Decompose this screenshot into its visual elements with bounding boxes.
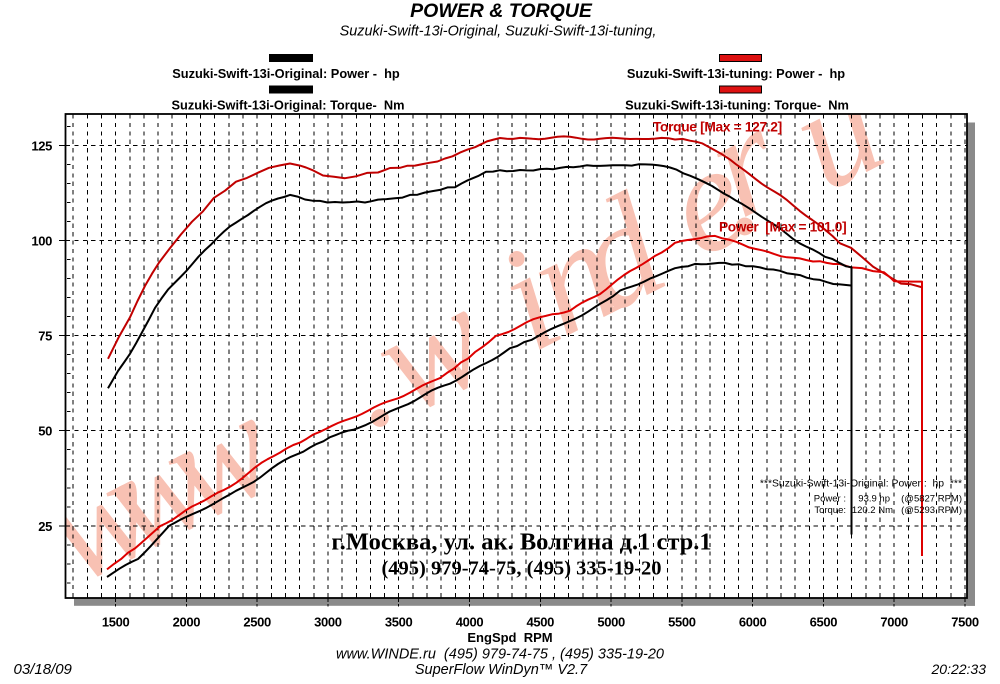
svg-text:75: 75	[38, 329, 52, 344]
svg-text:4000: 4000	[456, 615, 484, 630]
svg-text:7000: 7000	[880, 615, 908, 630]
svg-text:www.WINDE.ru (495) 979-74-75: www.WINDE.ru (495) 979-74-75 , (495) 335…	[336, 647, 664, 663]
svg-text:(@5293 RPM): (@5293 RPM)	[901, 505, 962, 516]
svg-text:***Suzuki-Swift-13i-Original:: ***Suzuki-Swift-13i-Original: Power : hp…	[760, 479, 962, 490]
svg-text:25: 25	[38, 519, 52, 534]
svg-text:6500: 6500	[810, 615, 838, 630]
svg-text:120.2 Nm: 120.2 Nm	[852, 505, 893, 516]
svg-text:20:22:33: 20:22:33	[931, 661, 987, 677]
svg-text:Power :: Power :	[814, 494, 846, 505]
svg-text:Power [Max = 101.0]: Power [Max = 101.0]	[719, 220, 846, 235]
svg-text:5500: 5500	[668, 615, 696, 630]
svg-text:г.Москва, ул. ак. Волгина д.1: г.Москва, ул. ак. Волгина д.1 стр.1	[331, 529, 711, 556]
svg-text:EngSpd RPM: EngSpd RPM	[467, 630, 552, 645]
svg-text:Suzuki-Swift-13i-tuning: Torqu: Suzuki-Swift-13i-tuning: Torque- Nm	[625, 98, 849, 113]
svg-text:1500: 1500	[102, 615, 130, 630]
svg-text:100: 100	[31, 234, 52, 249]
svg-text:2500: 2500	[243, 615, 271, 630]
svg-text:7500: 7500	[951, 615, 979, 630]
svg-text:6000: 6000	[739, 615, 767, 630]
svg-text:5000: 5000	[597, 615, 625, 630]
svg-text:3000: 3000	[314, 615, 342, 630]
svg-text:4500: 4500	[527, 615, 555, 630]
svg-text:03/18/09: 03/18/09	[14, 661, 73, 678]
svg-text:SuperFlow WinDyn™ V2.7: SuperFlow WinDyn™ V2.7	[415, 662, 588, 678]
svg-text:50: 50	[38, 424, 52, 439]
svg-text:Torque [Max = 127.2]: Torque [Max = 127.2]	[653, 120, 782, 135]
svg-text:POWER & TORQUE: POWER & TORQUE	[410, 0, 593, 22]
svg-text:93.9 hp: 93.9 hp	[858, 494, 890, 505]
svg-text:Torque:: Torque:	[814, 505, 846, 516]
svg-text:2000: 2000	[173, 615, 201, 630]
svg-text:(@5827 RPM): (@5827 RPM)	[901, 494, 962, 505]
svg-text:3500: 3500	[385, 615, 413, 630]
svg-text:125: 125	[31, 139, 52, 154]
svg-text:Suzuki-Swift-13i-Original, Suz: Suzuki-Swift-13i-Original, Suzuki-Swift-…	[340, 24, 657, 40]
svg-text:Suzuki-Swift-13i-Original: Tor: Suzuki-Swift-13i-Original: Torque- Nm	[172, 98, 405, 113]
svg-text:Suzuki-Swift-13i-tuning: Power: Suzuki-Swift-13i-tuning: Power - hp	[627, 66, 845, 81]
svg-text:(495) 979-74-75, (495) 335-19-: (495) 979-74-75, (495) 335-19-20	[381, 558, 661, 580]
svg-text:Suzuki-Swift-13i-Original: Pow: Suzuki-Swift-13i-Original: Power - hp	[172, 66, 400, 81]
